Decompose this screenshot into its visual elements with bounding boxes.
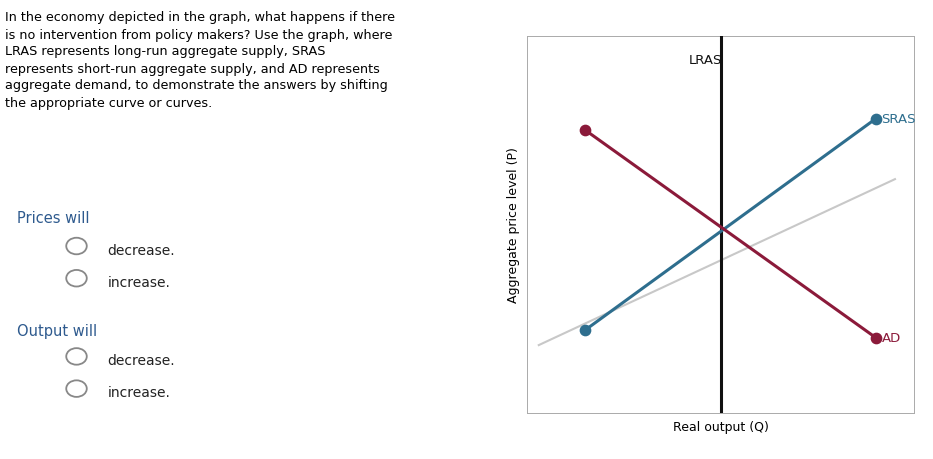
Point <box>869 334 884 341</box>
Point <box>578 327 592 334</box>
Text: increase.: increase. <box>107 275 170 289</box>
Text: LRAS: LRAS <box>689 54 722 67</box>
Text: decrease.: decrease. <box>107 243 174 257</box>
Text: Output will: Output will <box>17 323 97 338</box>
Point <box>869 116 884 123</box>
Text: SRAS: SRAS <box>882 113 916 126</box>
Text: AD: AD <box>882 331 900 344</box>
Text: decrease.: decrease. <box>107 353 174 367</box>
Text: increase.: increase. <box>107 386 170 399</box>
Point <box>578 127 592 134</box>
Text: In the economy depicted in the graph, what happens if there
is no intervention f: In the economy depicted in the graph, wh… <box>5 11 395 109</box>
X-axis label: Real output (Q): Real output (Q) <box>673 420 769 433</box>
Text: Prices will: Prices will <box>17 211 90 225</box>
Y-axis label: Aggregate price level (P): Aggregate price level (P) <box>508 147 521 302</box>
